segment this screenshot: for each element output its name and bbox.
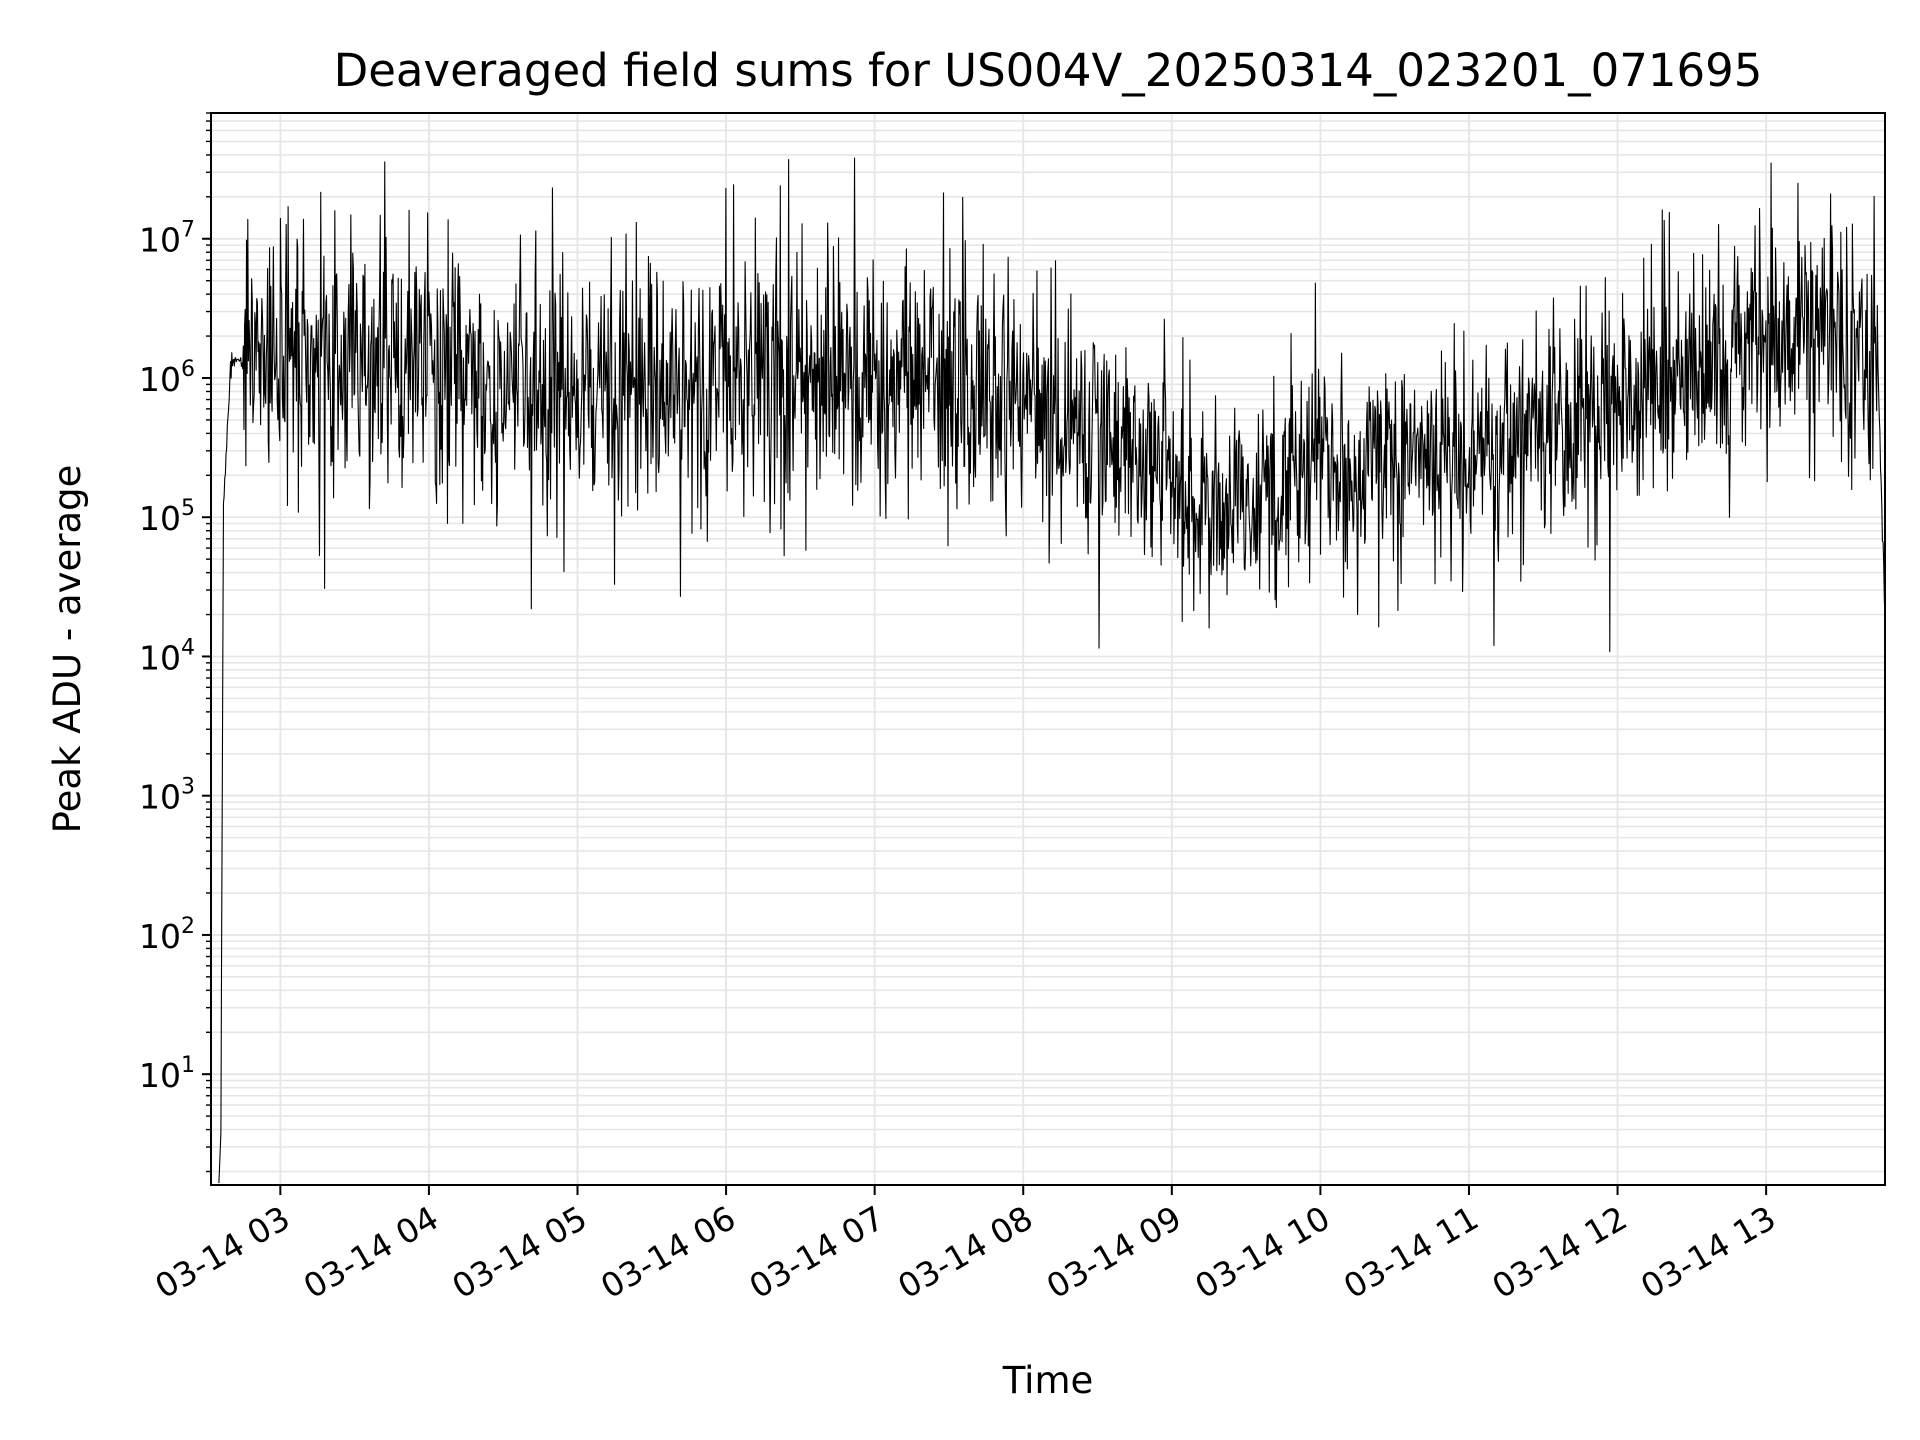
y-axis-label: Peak ADU - average	[46, 465, 89, 834]
y-tick-label: 107	[139, 218, 195, 260]
x-tick-label: 03-14 03	[148, 1198, 296, 1306]
x-tick-label: 03-14 13	[1634, 1198, 1782, 1306]
y-tick-label: 102	[139, 914, 195, 956]
x-axis-label: Time	[1002, 1359, 1094, 1402]
x-tick-label: 03-14 11	[1337, 1198, 1485, 1306]
chart-title: Deaveraged field sums for US004V_2025031…	[334, 44, 1763, 97]
x-tick-label: 03-14 09	[1040, 1198, 1188, 1306]
x-tick-label: 03-14 12	[1486, 1198, 1634, 1306]
y-tick-label: 104	[139, 635, 195, 677]
x-tick-label: 03-14 04	[297, 1198, 445, 1306]
x-tick-label: 03-14 10	[1188, 1198, 1336, 1306]
y-tick-label: 101	[139, 1053, 195, 1095]
plot-area	[218, 157, 1886, 1184]
grid	[211, 112, 1885, 1185]
x-tick-label: 03-14 07	[743, 1198, 891, 1306]
y-tick-label: 103	[139, 775, 195, 817]
y-axis: 101 102 103 104 105 106 107	[139, 112, 211, 1173]
series-line	[218, 157, 1886, 1184]
y-tick-label: 106	[139, 357, 195, 399]
plot-frame	[210, 112, 1886, 1186]
x-tick-label: 03-14 05	[446, 1198, 594, 1306]
x-tick-label: 03-14 08	[891, 1198, 1039, 1306]
y-tick-label: 105	[139, 496, 195, 538]
x-tick-label: 03-14 06	[594, 1198, 742, 1306]
x-axis: 03-14 03 03-14 04 03-14 05 03-14 06 03-14 07…	[148, 1185, 1782, 1306]
